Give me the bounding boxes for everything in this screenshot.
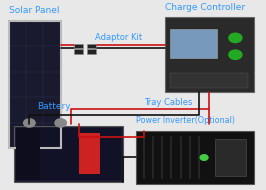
FancyBboxPatch shape [214,139,246,176]
Text: Power Inverter(Optional): Power Inverter(Optional) [136,116,235,125]
Text: Tray Cables: Tray Cables [144,98,193,107]
Circle shape [229,50,242,59]
FancyBboxPatch shape [165,17,254,92]
FancyBboxPatch shape [74,44,83,48]
Text: Solar Panel: Solar Panel [9,6,59,14]
Circle shape [24,119,35,127]
Circle shape [229,33,242,43]
Text: Charge Controller: Charge Controller [165,3,245,12]
FancyBboxPatch shape [170,73,248,88]
FancyBboxPatch shape [57,120,64,126]
FancyBboxPatch shape [170,28,217,59]
Text: Adaptor Kit: Adaptor Kit [95,33,142,42]
Circle shape [200,155,208,160]
FancyBboxPatch shape [26,120,32,126]
FancyBboxPatch shape [9,21,61,148]
FancyBboxPatch shape [16,128,40,180]
FancyBboxPatch shape [16,128,121,180]
FancyBboxPatch shape [87,44,96,48]
Text: Battery: Battery [37,102,71,111]
FancyBboxPatch shape [74,49,83,54]
FancyBboxPatch shape [136,131,254,184]
Circle shape [55,119,66,127]
FancyBboxPatch shape [87,49,96,54]
FancyBboxPatch shape [14,126,123,182]
FancyBboxPatch shape [79,133,100,174]
